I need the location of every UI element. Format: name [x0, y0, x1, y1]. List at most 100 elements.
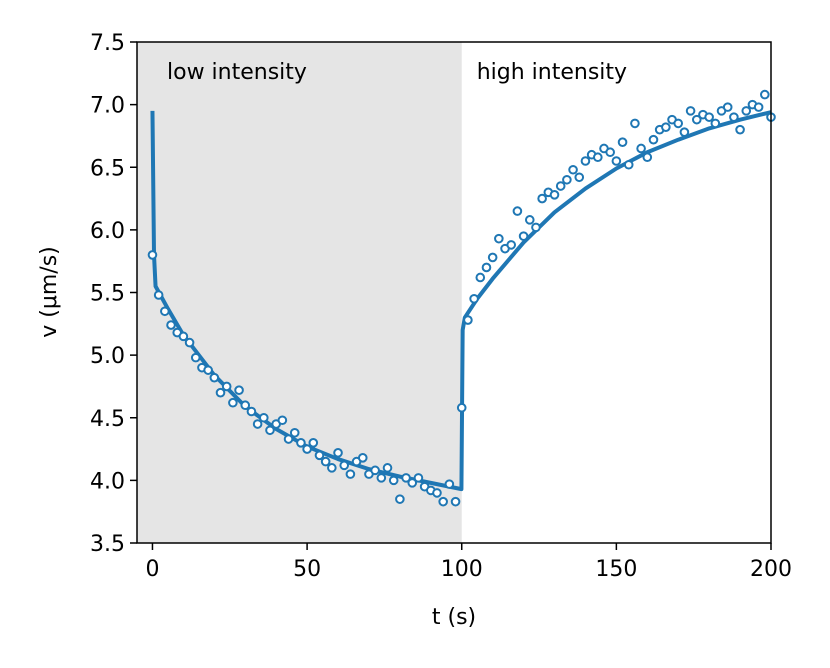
- data-point: [320, 456, 331, 467]
- data-point: [537, 193, 547, 204]
- data-point: [166, 320, 176, 330]
- data-point: [475, 272, 486, 283]
- data-point: [327, 463, 337, 473]
- data-point: [463, 315, 473, 325]
- data-point: [283, 434, 294, 444]
- plot-frame: [136, 41, 772, 544]
- data-point: [234, 385, 244, 395]
- data-point: [611, 156, 622, 166]
- x-tick-label: 50: [293, 557, 321, 582]
- y-tick-label: 7.0: [90, 94, 125, 119]
- data-point: [679, 127, 690, 137]
- data-point: [376, 473, 387, 483]
- data-point: [395, 494, 405, 504]
- data-point: [753, 102, 764, 112]
- data-point: [630, 118, 640, 129]
- data-point: [562, 174, 572, 185]
- data-point: [259, 412, 269, 423]
- data-point: [314, 450, 325, 461]
- y-axis-label: v (μm/s): [37, 246, 62, 337]
- data-point: [568, 164, 578, 175]
- data-point: [401, 473, 411, 483]
- data-point: [760, 89, 770, 100]
- data-point: [246, 406, 257, 417]
- data-point: [704, 112, 714, 122]
- data-point: [407, 478, 418, 488]
- data-point: [147, 250, 158, 260]
- data-point: [333, 448, 343, 458]
- data-point: [370, 465, 380, 476]
- data-point: [339, 460, 350, 471]
- data-point: [518, 231, 529, 241]
- data-point: [494, 233, 504, 244]
- data-point: [685, 106, 696, 116]
- x-tick-label: 150: [595, 557, 637, 582]
- y-tick-label: 3.5: [90, 532, 125, 557]
- data-point: [691, 114, 702, 125]
- data-point: [252, 419, 263, 429]
- data-point: [178, 331, 189, 342]
- data-point: [481, 262, 492, 273]
- data-point: [240, 400, 251, 411]
- data-point: [265, 425, 275, 436]
- data-point: [549, 190, 560, 200]
- data-point: [228, 397, 238, 408]
- x-tick-label: 200: [750, 557, 792, 582]
- data-point: [580, 156, 591, 166]
- y-tick-label: 4.0: [90, 469, 125, 494]
- data-point: [444, 479, 455, 489]
- data-point: [605, 147, 615, 158]
- data-point: [413, 473, 424, 483]
- data-point: [642, 152, 653, 163]
- data-point: [432, 488, 442, 498]
- data-point: [456, 402, 467, 413]
- data-point: [469, 293, 479, 304]
- data-point: [153, 290, 164, 300]
- data-point: [296, 438, 306, 448]
- data-point: [710, 118, 721, 129]
- data-point: [215, 387, 226, 398]
- data-point: [722, 102, 733, 112]
- shaded-region: [137, 42, 462, 543]
- x-axis-label: t (s): [432, 605, 476, 630]
- data-point: [308, 438, 319, 448]
- data-point: [289, 427, 300, 438]
- y-tick-label: 4.5: [90, 407, 125, 432]
- data-point: [487, 252, 498, 263]
- data-point: [221, 381, 232, 392]
- data-point: [506, 240, 517, 250]
- y-tick-label: 6.5: [90, 156, 125, 181]
- annotation: low intensity: [167, 60, 307, 85]
- y-tick-label: 7.5: [90, 31, 125, 56]
- x-tick-label: 100: [441, 557, 483, 582]
- data-point: [209, 372, 220, 383]
- data-point: [345, 469, 356, 479]
- y-tick-label: 5.5: [90, 282, 125, 307]
- data-point: [438, 496, 448, 507]
- data-point: [729, 112, 739, 122]
- y-tick-label: 5.0: [90, 344, 125, 369]
- data-point: [203, 365, 213, 375]
- annotation: high intensity: [477, 60, 627, 85]
- data-point: [450, 496, 461, 507]
- data-point: [617, 137, 628, 147]
- x-tick-label: 0: [145, 557, 159, 582]
- data-point: [735, 124, 745, 135]
- y-tick-label: 6.0: [90, 219, 125, 244]
- data-point: [661, 122, 671, 132]
- data-point: [512, 206, 523, 216]
- data-point: [673, 118, 684, 129]
- data-point: [623, 159, 634, 170]
- data-point: [277, 415, 288, 426]
- data-point: [741, 106, 752, 116]
- data-point: [555, 181, 566, 191]
- data-point: [636, 143, 646, 154]
- data-point: [382, 463, 393, 473]
- data-point: [574, 172, 585, 183]
- data-point: [524, 215, 535, 225]
- data-point: [160, 306, 170, 317]
- data-point: [184, 337, 195, 348]
- data-point: [531, 222, 541, 233]
- data-point: [357, 453, 368, 463]
